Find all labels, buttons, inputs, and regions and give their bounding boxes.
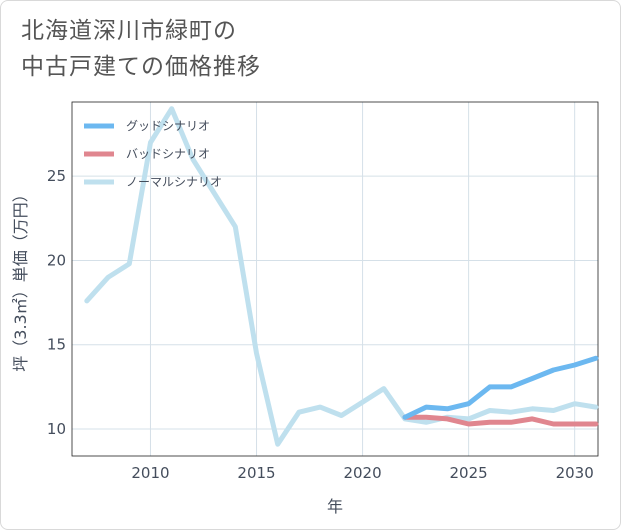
x-tick-label: 2025 [450, 464, 488, 482]
y-axis-title: 坪（3.3㎡）単価（万円） [11, 186, 30, 371]
series-line-0 [402, 355, 599, 420]
grid-lines [72, 102, 598, 456]
y-tick-label: 20 [47, 251, 66, 269]
x-tick-label: 2010 [131, 464, 169, 482]
plot-area [72, 102, 598, 456]
legend-label-1: バッドシナリオ [126, 147, 210, 161]
y-tick-label: 10 [47, 420, 66, 438]
x-axis-title: 年 [327, 497, 343, 516]
y-tick-label: 15 [47, 336, 66, 354]
title-line-1: 北海道深川市緑町の [21, 18, 237, 44]
series-line-2 [84, 106, 599, 447]
legend-label-2: ノーマルシナリオ [126, 175, 222, 189]
series-line-1 [402, 414, 599, 427]
series-group [84, 106, 599, 447]
title-line-2: 中古戸建ての価格推移 [21, 54, 261, 80]
x-tick-label: 2015 [237, 464, 275, 482]
x-tick-label: 2020 [343, 464, 381, 482]
page-title: 北海道深川市緑町の 中古戸建ての価格推移 [21, 13, 261, 85]
y-tick-label: 25 [47, 167, 66, 185]
plot-frame [71, 101, 599, 457]
legend-label-0: グッドシナリオ [126, 119, 210, 133]
x-tick-label: 2030 [556, 464, 594, 482]
